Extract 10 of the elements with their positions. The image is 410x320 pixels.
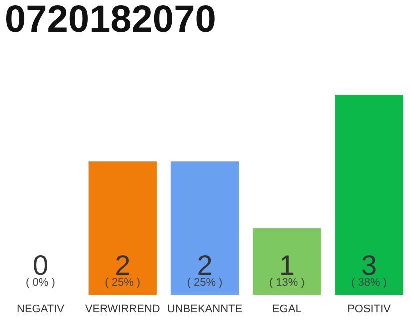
annotation: ( 25% ) [105, 277, 141, 289]
x-tick-label: POSITIV [348, 304, 392, 316]
x-tick-label: UNBEKANNTE [167, 304, 243, 316]
annotation: ( 25% ) [187, 277, 223, 289]
annotation: ( 38% ) [352, 277, 388, 289]
x-tick-label: VERWIRREND [85, 304, 160, 316]
x-tick-label: NEGATIV [16, 304, 66, 316]
x-tick-label: EGAL [272, 304, 302, 316]
annotation: ( 13% ) [269, 277, 305, 289]
chart-title: 0720182070 [5, 0, 216, 41]
